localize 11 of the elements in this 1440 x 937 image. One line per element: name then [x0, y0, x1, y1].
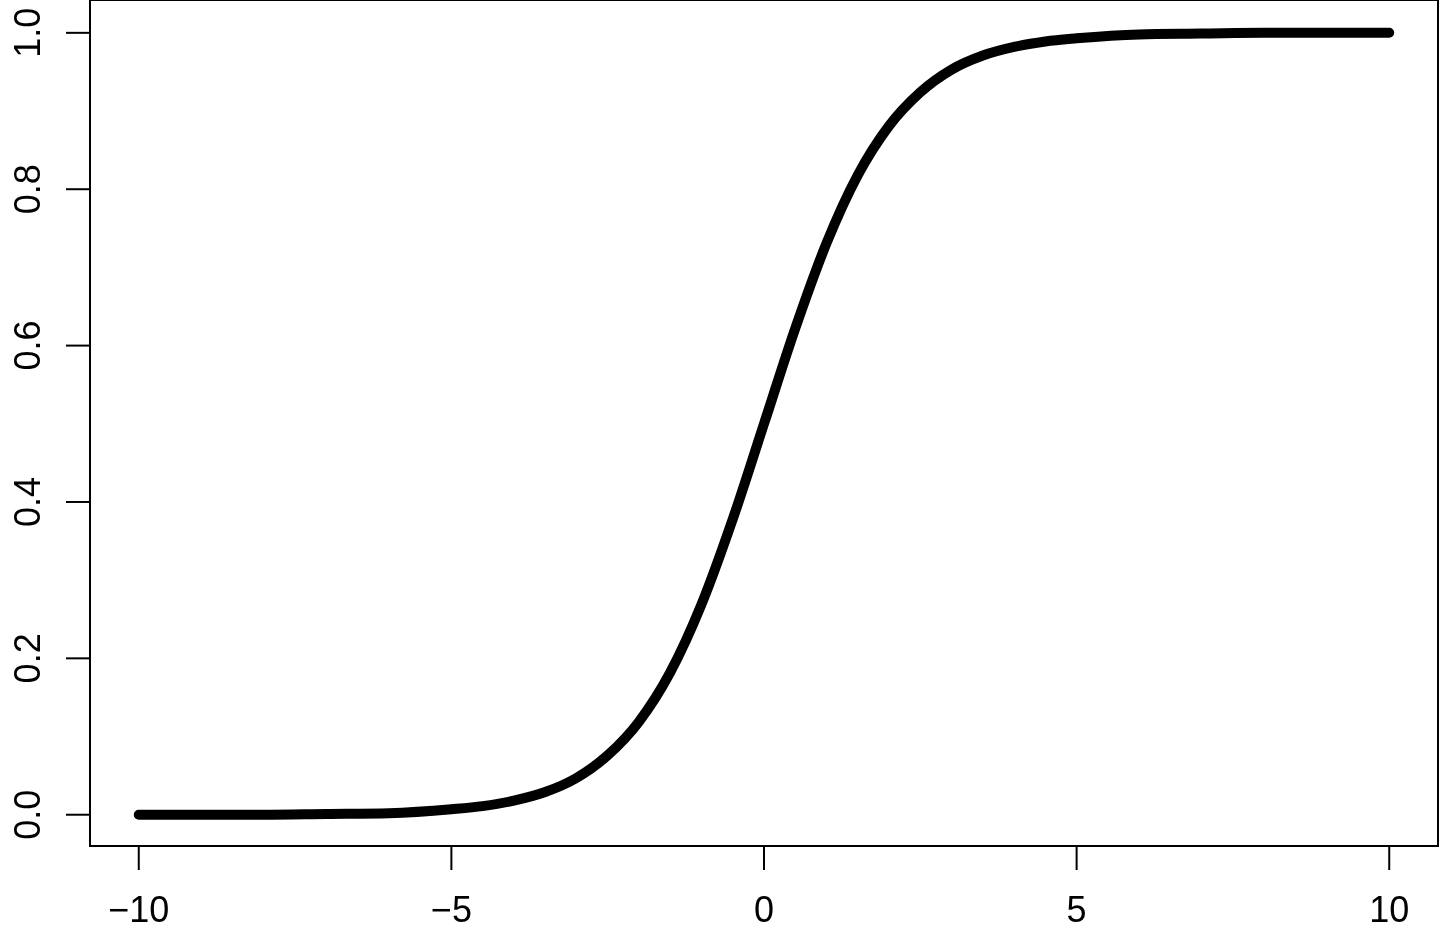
y-tick-label: 0.8 — [7, 164, 49, 215]
x-tick-label: −10 — [108, 889, 170, 930]
y-tick-label: 1.0 — [7, 7, 49, 58]
y-tick-label: 0.0 — [7, 789, 49, 840]
x-tick-label: 5 — [1066, 889, 1087, 930]
x-tick-label: 0 — [753, 889, 775, 930]
y-tick-label: 0.2 — [7, 633, 49, 684]
x-tick-label: 10 — [1369, 889, 1410, 930]
y-tick-label: 0.4 — [7, 476, 49, 527]
x-tick-label: −5 — [430, 889, 472, 930]
y-tick-label: 0.6 — [7, 320, 49, 371]
